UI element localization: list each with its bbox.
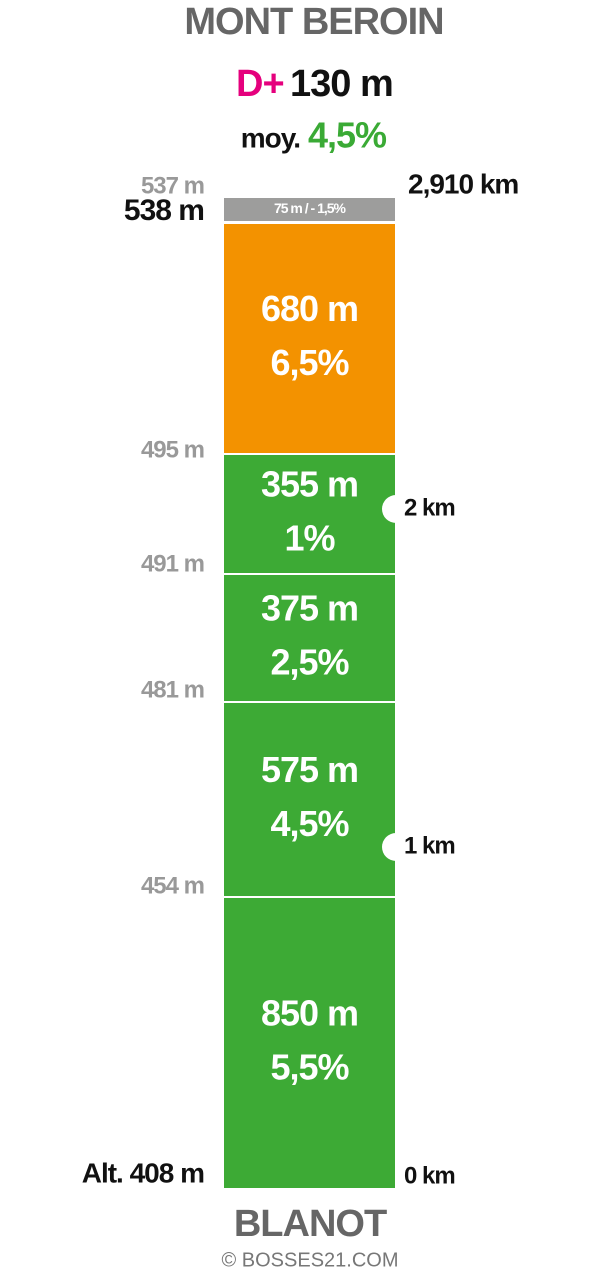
km-marker: 2 km <box>404 494 455 521</box>
km-notch <box>382 833 410 861</box>
segment <box>224 703 395 896</box>
altitude: 537 m <box>141 172 204 199</box>
title: MONT BEROIN <box>184 1 443 43</box>
segment-grade: 6,5% <box>270 342 349 383</box>
summit-distance: 2,910 km <box>408 168 518 199</box>
segment-length: 680 m <box>261 288 358 329</box>
altitude: 495 m <box>141 436 204 463</box>
km-marker: 1 km <box>404 832 455 859</box>
segment-grade: 1% <box>284 518 335 559</box>
segment <box>224 224 395 453</box>
average: 4,5% <box>308 115 387 156</box>
start-name: BLANOT <box>234 1203 387 1245</box>
start-distance: 0 km <box>404 1162 455 1189</box>
segment-grade: 4,5% <box>270 803 349 844</box>
segment <box>224 198 395 221</box>
segment-length: 355 m <box>261 464 358 505</box>
segment-length: 375 m <box>261 588 358 629</box>
altitude: 481 m <box>141 676 204 703</box>
altitude: 454 m <box>141 872 204 899</box>
average-label: moy. <box>241 122 300 153</box>
segment-label: 75 m / - 1,5% <box>274 200 347 216</box>
summit-altitude: 538 m <box>124 194 204 227</box>
segment-length: 850 m <box>261 993 358 1034</box>
start-altitude: Alt. 408 m <box>82 1157 204 1188</box>
km-notch <box>382 495 410 523</box>
segment-length: 575 m <box>261 749 358 790</box>
altitude: 491 m <box>141 550 204 577</box>
segment <box>224 898 395 1188</box>
segment <box>224 575 395 701</box>
gain: 130 m <box>290 63 393 105</box>
segment <box>224 455 395 573</box>
segment-grade: 2,5% <box>270 642 349 683</box>
segment-grade: 5,5% <box>270 1047 349 1088</box>
gain-label: D+ <box>236 63 284 105</box>
footer: © BOSSES21.COM <box>221 1249 398 1271</box>
